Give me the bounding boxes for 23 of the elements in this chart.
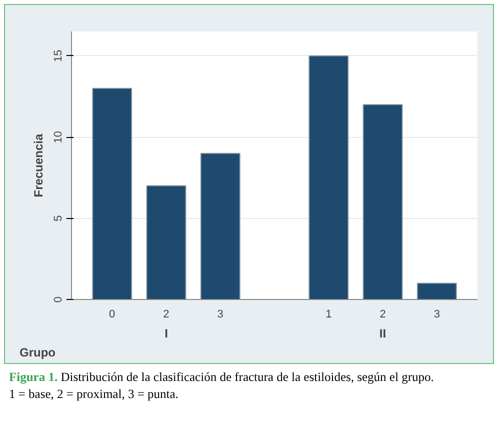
text: 1 = base, 2 = proximal, 3 = punta. bbox=[9, 386, 178, 401]
text: I bbox=[164, 326, 168, 340]
text: Distribución de la clasificación de fractura de la estiloides, según el grupo. bbox=[60, 370, 434, 384]
y-tick-label: 5 bbox=[52, 215, 64, 222]
x-tick-label: 2 bbox=[163, 308, 170, 320]
y-tick-label: 10 bbox=[52, 130, 64, 144]
bar bbox=[146, 185, 186, 300]
bar bbox=[200, 152, 240, 300]
bar bbox=[308, 55, 349, 300]
bar bbox=[416, 282, 457, 300]
x-tick-label: 2 bbox=[380, 308, 386, 320]
bar bbox=[92, 88, 132, 300]
x-tick-label: 1 bbox=[326, 308, 332, 320]
bar bbox=[362, 104, 403, 300]
y-tick-label: 15 bbox=[52, 50, 64, 62]
text: Figura 1. bbox=[9, 370, 58, 384]
text: Grupo bbox=[20, 346, 56, 360]
y-tick-label: 0 bbox=[52, 296, 64, 303]
x-tick-label: 3 bbox=[434, 308, 440, 320]
x-tick-label: 0 bbox=[109, 308, 116, 320]
y-axis-title: Frecuencia bbox=[32, 133, 46, 198]
x-tick-label: 3 bbox=[217, 308, 224, 320]
text: II bbox=[379, 326, 386, 340]
